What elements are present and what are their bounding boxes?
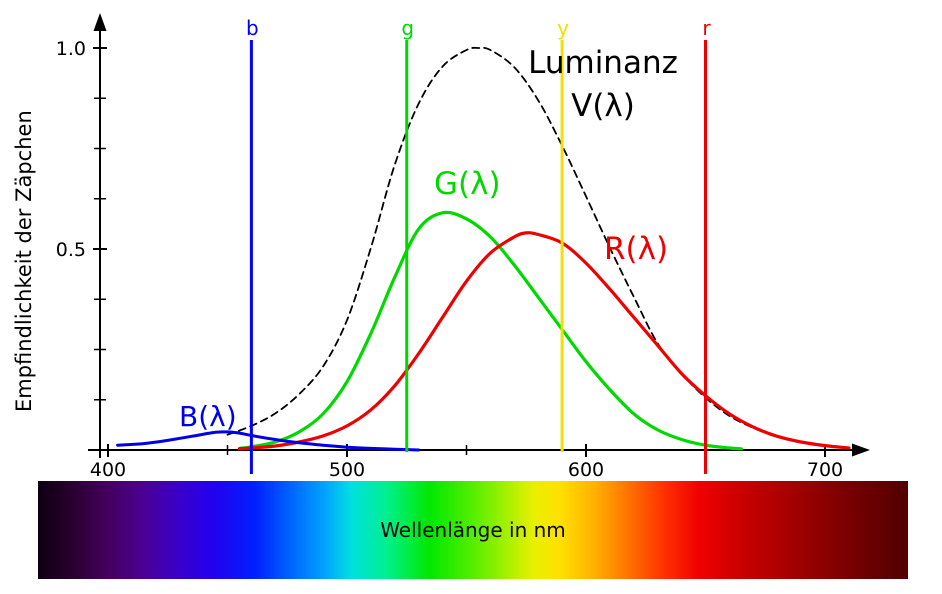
x-tick-label: 500 (329, 459, 365, 480)
x-tick-label: 700 (807, 459, 843, 480)
curve-green (237, 210, 743, 451)
primary-label-b: b (246, 16, 259, 40)
primary-label-r: r (702, 16, 711, 40)
sensitivity-chart: 400 500 600 700 1.0 0.5 b g y r (56, 13, 870, 480)
x-tick-label: 400 (90, 459, 126, 480)
y-axis-title: Empfindlichkeit der Zäpchen (12, 110, 36, 412)
x-tick-label: 600 (568, 459, 604, 480)
y-tick-label: 0.5 (56, 239, 86, 261)
y-axis-arrow (93, 13, 107, 31)
primary-label-g: g (401, 16, 414, 40)
spectrum-bar: Wellenlänge in nm (38, 481, 908, 579)
label-luminance-line1: Luminanz (528, 45, 678, 81)
primary-label-y: y (557, 16, 569, 40)
label-red-curve: R(λ) (604, 231, 669, 267)
label-green-curve: G(λ) (434, 166, 501, 202)
label-luminance-line2: V(λ) (571, 88, 635, 125)
x-axis-arrow (852, 443, 870, 457)
label-luminance-curve: Luminanz V(λ) (515, 42, 691, 129)
curve-red (237, 231, 851, 451)
x-axis-title: Wellenlänge in nm (380, 518, 566, 542)
y-tick-label: 1.0 (56, 38, 86, 60)
label-blue-curve: B(λ) (179, 400, 237, 433)
